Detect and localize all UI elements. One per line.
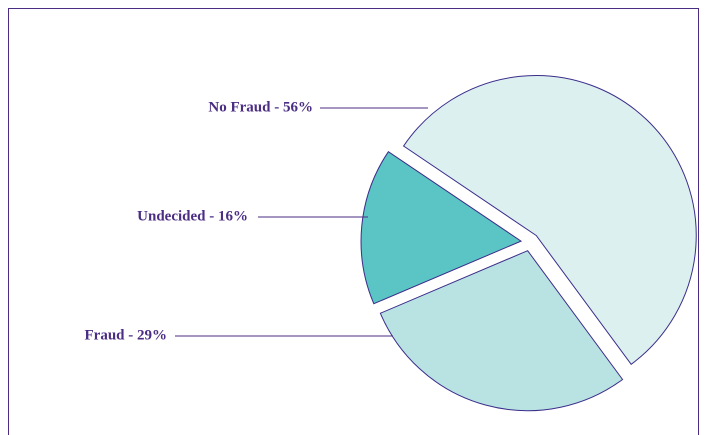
- pie-slice: [402, 75, 697, 365]
- pie-slice: [360, 150, 523, 305]
- data-label: Undecided - 16%: [137, 208, 248, 224]
- data-label: Fraud - 29%: [85, 327, 168, 343]
- pie-slice: [379, 250, 624, 412]
- frame: [8, 8, 699, 435]
- data-label: No Fraud - 56%: [208, 99, 313, 115]
